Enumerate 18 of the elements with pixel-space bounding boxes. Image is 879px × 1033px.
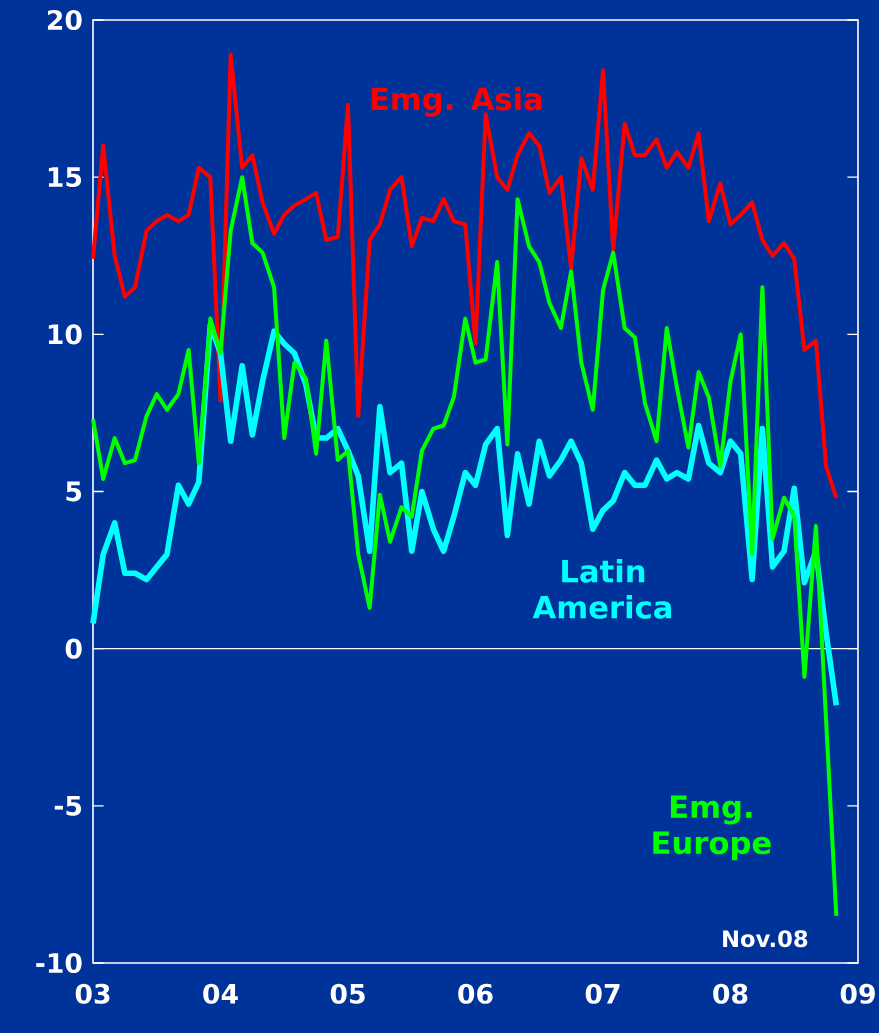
x-tick-label: 04 xyxy=(203,983,238,1004)
y-tick-label: -10 xyxy=(36,952,82,974)
x-tick-label: 06 xyxy=(458,983,493,1004)
y-tick-label: 5 xyxy=(66,481,82,502)
y-tick-label: 0 xyxy=(65,638,82,659)
x-tick-label: 07 xyxy=(585,983,620,1004)
x-tick-label: 03 xyxy=(75,983,110,1004)
x-tick-label: 05 xyxy=(330,983,365,1004)
series-label: Latin America xyxy=(532,559,672,619)
series-label: Emg. Asia xyxy=(371,86,542,117)
y-tick-label: 10 xyxy=(48,324,82,345)
y-tick-label: -5 xyxy=(54,795,82,816)
x-tick-label: 09 xyxy=(840,983,875,1004)
annotation: Nov.08 xyxy=(723,930,808,948)
x-tick-label: 08 xyxy=(713,983,748,1004)
series-label: Emg. Europe xyxy=(653,795,771,861)
y-tick-label: 15 xyxy=(48,167,82,188)
y-tick-label: 20 xyxy=(47,9,82,31)
